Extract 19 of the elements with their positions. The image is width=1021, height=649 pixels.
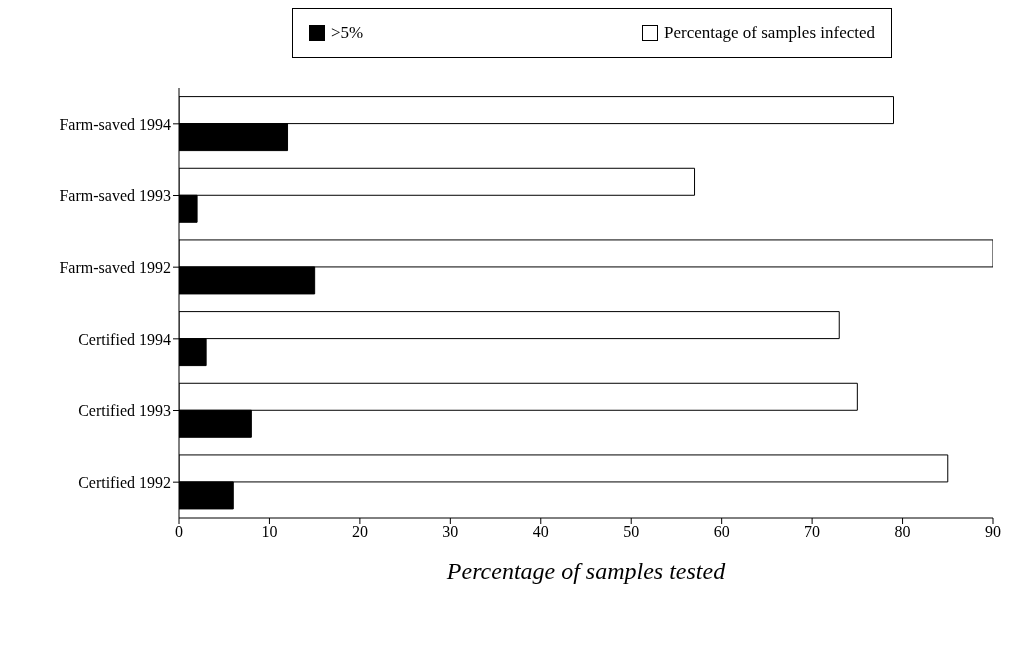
x-tick-label: 70 [804, 523, 821, 541]
y-tick-label: Farm-saved 1992 [59, 258, 171, 276]
x-tick-label: 90 [985, 523, 1001, 541]
y-tick-label: Certified 1992 [78, 473, 171, 491]
x-tick-label: 0 [175, 523, 183, 541]
x-tick-label: 40 [532, 523, 549, 541]
y-tick-label: Farm-saved 1994 [59, 115, 171, 133]
x-tick-label: 30 [442, 523, 459, 541]
y-tick-label: Farm-saved 1993 [59, 187, 171, 205]
x-tick-label: 80 [894, 523, 911, 541]
legend-label: >5% [330, 23, 364, 43]
x-tick-label: 60 [713, 523, 730, 541]
legend-label: Percentage of samples infected [663, 23, 875, 43]
y-tick-label: Certified 1993 [78, 402, 171, 420]
y-tick-label: Certified 1994 [78, 330, 171, 348]
x-tick-label: 10 [261, 523, 278, 541]
x-tick-label: 20 [351, 523, 368, 541]
x-tick-label: 50 [623, 523, 640, 541]
x-axis-title: Percentage of samples tested [445, 558, 727, 585]
